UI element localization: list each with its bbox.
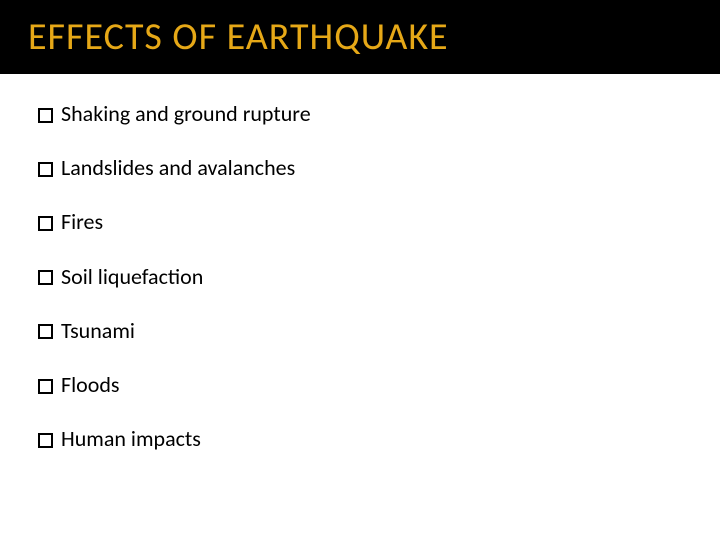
content-area: Shaking and ground rupture Landslides an… <box>0 74 720 451</box>
bullet-box-icon <box>38 324 53 339</box>
bullet-text: Landslides and avalanches <box>61 156 295 180</box>
bullet-text: Tsunami <box>61 319 135 343</box>
list-item: Human impacts <box>38 427 720 451</box>
list-item: Tsunami <box>38 319 720 343</box>
bullet-text: Floods <box>61 373 120 397</box>
slide-title: EFFECTS OF EARTHQUAKE <box>28 14 720 60</box>
bullet-text: Soil liquefaction <box>61 265 203 289</box>
bullet-box-icon <box>38 379 53 394</box>
title-bar: EFFECTS OF EARTHQUAKE <box>0 0 720 74</box>
bullet-box-icon <box>38 270 53 285</box>
bullet-box-icon <box>38 433 53 448</box>
bullet-text: Shaking and ground rupture <box>61 102 311 126</box>
list-item: Landslides and avalanches <box>38 156 720 180</box>
bullet-text: Human impacts <box>61 427 201 451</box>
bullet-box-icon <box>38 108 53 123</box>
list-item: Floods <box>38 373 720 397</box>
bullet-text: Fires <box>61 210 103 234</box>
bullet-box-icon <box>38 216 53 231</box>
bullet-box-icon <box>38 162 53 177</box>
list-item: Soil liquefaction <box>38 265 720 289</box>
list-item: Fires <box>38 210 720 234</box>
list-item: Shaking and ground rupture <box>38 102 720 126</box>
